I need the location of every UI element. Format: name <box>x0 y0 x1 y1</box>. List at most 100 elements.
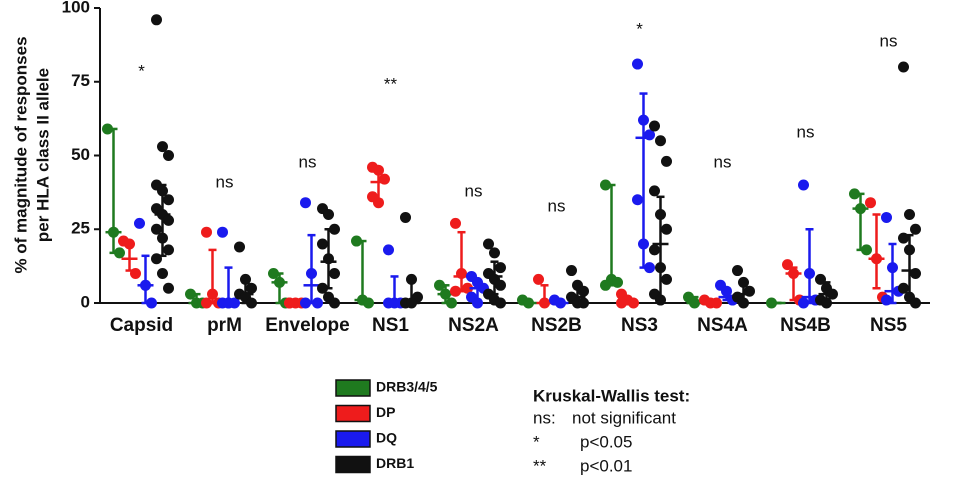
y-tick-label: 75 <box>71 71 90 90</box>
legend-swatch <box>335 455 371 474</box>
data-point <box>456 268 467 279</box>
y-tick-label: 100 <box>62 0 90 16</box>
data-point <box>317 282 328 294</box>
data-point <box>732 265 743 277</box>
note-key: ** <box>533 456 547 475</box>
y-label-line: per HLA class II allele <box>33 68 52 242</box>
significance: * <box>138 61 145 80</box>
data-point <box>157 141 168 153</box>
data-point <box>638 238 649 250</box>
data-point <box>134 217 145 229</box>
data-point <box>483 238 494 250</box>
y-tick-label: 0 <box>81 292 90 311</box>
data-point <box>323 253 334 265</box>
data-point <box>600 279 611 291</box>
data-point <box>400 211 411 223</box>
data-point <box>644 262 655 274</box>
significance: ns <box>797 122 815 141</box>
data-point <box>655 135 666 147</box>
data-point <box>373 197 384 209</box>
data-point <box>124 238 135 250</box>
legend-swatch <box>335 404 371 423</box>
data-point <box>616 297 627 309</box>
data-point <box>738 297 749 309</box>
data-point <box>881 294 892 306</box>
data-point <box>406 297 417 309</box>
data-point <box>163 194 174 206</box>
data-point <box>217 226 228 238</box>
data-point <box>711 297 722 309</box>
data-point <box>798 297 809 309</box>
significance: ns <box>465 181 483 200</box>
data-point <box>539 297 550 309</box>
data-point <box>827 288 838 300</box>
data-point <box>306 268 317 279</box>
data-point <box>207 288 218 300</box>
data-point <box>102 123 113 135</box>
data-point <box>300 297 311 309</box>
data-point <box>804 268 815 279</box>
data-point <box>151 14 162 26</box>
data-point <box>329 268 340 279</box>
x-tick-label: NS2A <box>448 315 499 336</box>
data-point <box>323 209 334 220</box>
data-point <box>738 276 749 288</box>
data-point <box>373 164 384 176</box>
x-tick-label: NS1 <box>372 315 409 336</box>
data-point <box>157 232 168 244</box>
data-point <box>815 273 826 285</box>
x-tick-label: NS4A <box>697 315 748 336</box>
data-point <box>163 150 174 161</box>
y-tick-label: 25 <box>71 219 90 238</box>
data-point <box>910 223 921 235</box>
data-point <box>140 279 151 291</box>
data-point <box>434 279 445 291</box>
data-point <box>661 223 672 235</box>
data-point <box>462 282 473 294</box>
data-point <box>887 262 898 274</box>
y-tick-label: 50 <box>71 145 90 164</box>
data-point <box>782 259 793 271</box>
data-point <box>661 155 672 167</box>
data-point <box>146 297 157 309</box>
data-point <box>871 253 882 265</box>
data-point <box>440 288 451 300</box>
data-point <box>130 268 141 279</box>
legend-label: DRB3/4/5 <box>376 379 438 395</box>
data-point <box>632 194 643 206</box>
data-point <box>240 273 251 285</box>
data-point <box>649 244 660 256</box>
data-point <box>578 297 589 309</box>
significance: ns <box>299 152 317 171</box>
data-point <box>379 173 390 185</box>
data-point <box>821 297 832 309</box>
data-point <box>300 197 311 209</box>
legend-swatch <box>335 379 371 397</box>
data-point <box>628 297 639 309</box>
data-point <box>855 203 866 215</box>
data-point <box>533 273 544 285</box>
data-point <box>383 244 394 256</box>
data-point <box>383 297 394 309</box>
data-point <box>157 268 168 279</box>
significance: * <box>636 19 643 38</box>
data-point <box>163 214 174 226</box>
significance: ns <box>714 152 732 171</box>
data-point <box>495 279 506 291</box>
data-point <box>566 265 577 277</box>
data-point <box>406 273 417 285</box>
data-point <box>151 223 162 235</box>
data-point <box>744 285 755 297</box>
x-tick-label: NS4B <box>780 315 831 336</box>
note-key: * <box>533 432 540 451</box>
data-point <box>363 297 374 309</box>
data-point <box>246 297 257 309</box>
data-point <box>163 282 174 294</box>
data-point <box>798 179 809 191</box>
data-point <box>788 268 799 279</box>
data-point <box>523 297 534 309</box>
data-point <box>898 232 909 244</box>
significance: ** <box>384 74 398 93</box>
note-text: p<0.01 <box>580 456 632 475</box>
data-point <box>904 209 915 220</box>
